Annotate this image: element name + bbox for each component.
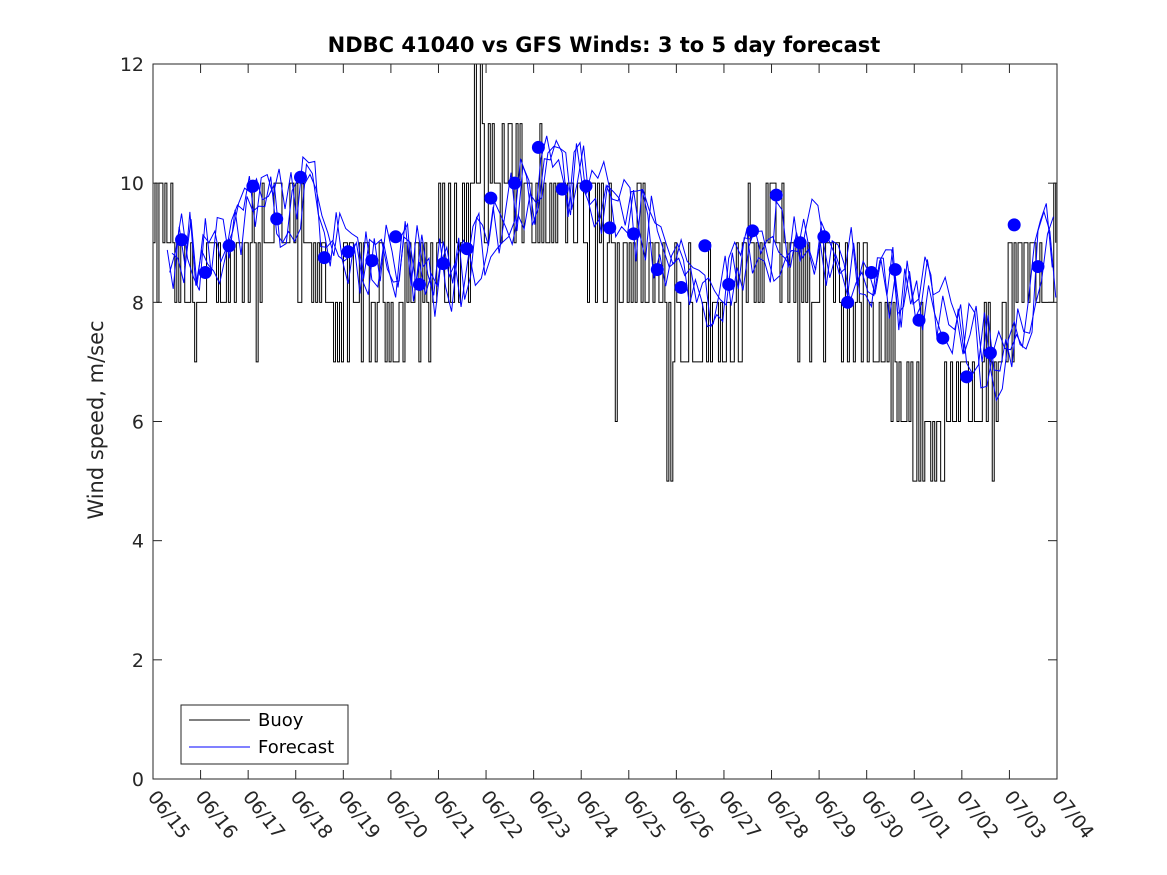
forecast-marker (389, 230, 403, 244)
legend-forecast-label: Forecast (258, 737, 334, 758)
forecast-marker (603, 221, 617, 235)
legend-box (180, 704, 349, 765)
forecast-marker (841, 295, 855, 309)
forecast-marker (460, 242, 474, 256)
forecast-marker (888, 263, 902, 277)
forecast-marker (436, 257, 450, 271)
forecast-marker (793, 236, 807, 250)
forecast-marker (627, 227, 641, 241)
y-tick-label: 6 (132, 412, 144, 434)
forecast-marker (317, 251, 331, 265)
y-tick-label: 0 (132, 769, 144, 791)
y-tick-label: 2 (132, 650, 144, 672)
forecast-marker (936, 331, 950, 345)
y-axis-label: Wind speed, m/sec (84, 320, 108, 519)
forecast-marker (555, 182, 569, 196)
forecast-markers (175, 140, 1045, 384)
forecast-marker (293, 170, 307, 184)
forecast-series (166, 135, 1057, 402)
forecast-line (171, 135, 1053, 389)
forecast-marker (674, 280, 688, 294)
forecast-line (169, 139, 1057, 402)
forecast-marker (365, 254, 379, 268)
forecast-marker (912, 313, 926, 327)
buoy-line (153, 64, 1057, 482)
forecast-marker (817, 230, 831, 244)
y-axis-ticks: 0 2 4 6 8 10 12 (120, 54, 1057, 791)
forecast-marker (508, 176, 522, 190)
forecast-marker (341, 245, 355, 259)
legend-buoy-label: Buoy (258, 710, 304, 731)
y-tick-label: 4 (132, 531, 144, 553)
y-tick-label: 12 (120, 54, 144, 76)
buoy-series (153, 64, 1057, 482)
forecast-marker (531, 140, 545, 154)
forecast-marker (198, 266, 212, 280)
chart-title: NDBC 41040 vs GFS Winds: 3 to 5 day fore… (328, 33, 881, 57)
forecast-marker (650, 263, 664, 277)
forecast-marker (983, 346, 997, 360)
forecast-marker (722, 277, 736, 291)
legend: Buoy Forecast (180, 704, 349, 765)
forecast-marker (484, 191, 498, 205)
forecast-marker (1031, 260, 1045, 274)
forecast-marker (745, 224, 759, 238)
forecast-marker (769, 188, 783, 202)
forecast-marker (1007, 218, 1021, 232)
forecast-marker (960, 370, 974, 384)
forecast-marker (864, 266, 878, 280)
forecast-marker (698, 239, 712, 253)
forecast-marker (270, 212, 284, 226)
forecast-marker (246, 179, 260, 193)
y-tick-label: 8 (132, 292, 144, 314)
y-tick-label: 10 (120, 173, 144, 195)
forecast-marker (222, 239, 236, 253)
forecast-marker (412, 277, 426, 291)
forecast-marker (579, 179, 593, 193)
forecast-marker (175, 233, 189, 247)
